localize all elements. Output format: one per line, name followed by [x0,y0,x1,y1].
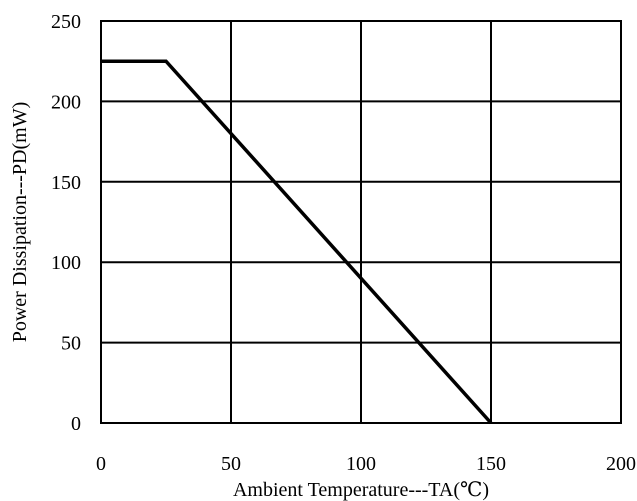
y-tick-label-100: 100 [51,252,81,274]
x-tick-label-100: 100 [346,453,376,475]
y-axis-label: Power Dissipation---PD(mW) [9,102,31,343]
x-tick-label-200: 200 [606,453,636,475]
y-tick-label-50: 50 [61,333,81,355]
y-tick-label-150: 150 [51,172,81,194]
series-group [101,59,493,425]
y-tick-labels: 0 50 100 150 200 250 [51,11,81,435]
x-tick-label-150: 150 [476,453,506,475]
y-tick-label-250: 250 [51,11,81,33]
plot-frame [100,20,622,424]
x-axis-label: Ambient Temperature---TA(℃) [233,479,489,501]
y-tick-label-200: 200 [51,91,81,113]
x-tick-label-0: 0 [96,453,106,475]
x-tick-label-50: 50 [221,453,241,475]
x-tick-labels: 0 50 100 150 200 [96,453,636,475]
grid-lines [101,21,621,423]
derating-curve-0 [101,59,493,425]
y-tick-label-0: 0 [71,413,81,435]
